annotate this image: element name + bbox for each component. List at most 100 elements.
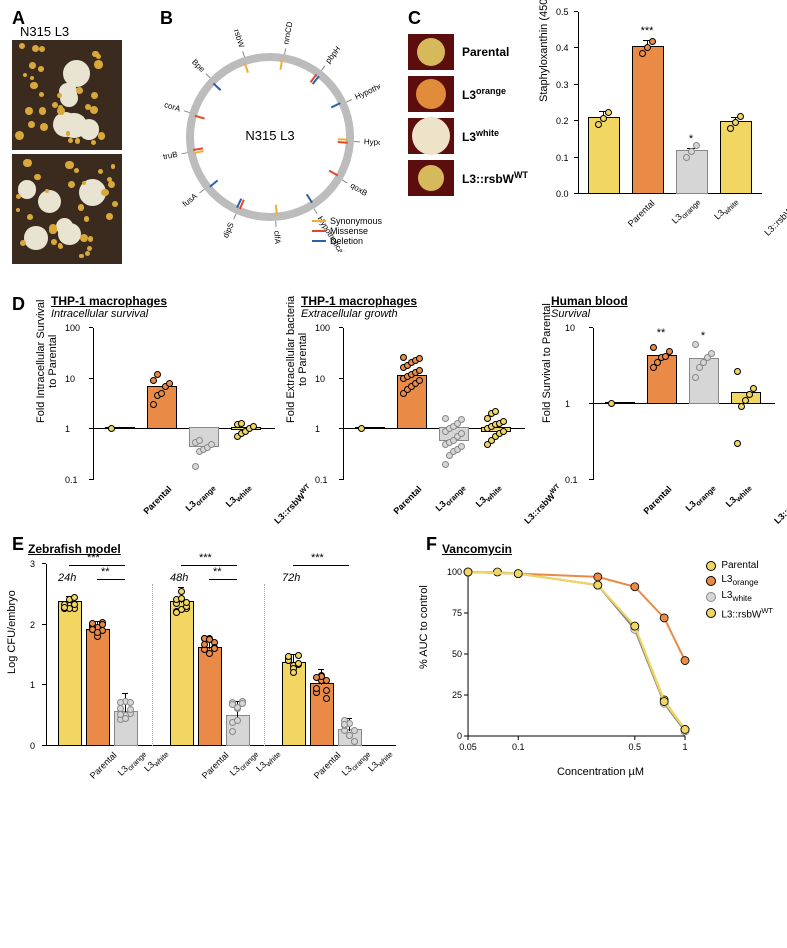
colony-label: Parental [462, 45, 509, 59]
y-tick: 0.5 [556, 7, 569, 17]
x-tick-label: Parental [200, 750, 231, 781]
colony-white [38, 190, 61, 213]
timepoint-label: 72h [282, 572, 300, 584]
panel-d-sub: THP-1 macrophagesExtracellular growth0.1… [301, 294, 525, 508]
x-tick-label: L3white [474, 481, 504, 511]
data-point [290, 669, 297, 676]
bar [588, 117, 620, 194]
data-point [416, 377, 423, 384]
significance: *** [311, 552, 324, 564]
panel-ef-row: E Zebrafish model Log CFU/embryo 012324h… [12, 538, 775, 774]
panel-e-label: E [12, 534, 24, 555]
colony-orange [40, 123, 48, 131]
x-tick-label: L3orange [683, 481, 717, 515]
panel-b-label: B [160, 8, 173, 29]
data-point [458, 443, 465, 450]
y-tick: 0.0 [556, 189, 569, 199]
colony-orange [57, 93, 63, 99]
y-tick: 0 [30, 741, 35, 751]
plot-subtitle: Extracellular growth [301, 308, 525, 320]
panel-b: B N315 L3 nrnCDpbpHHypothetical_00509Hyp… [160, 12, 390, 264]
x-tick-label: L3white [224, 481, 254, 511]
significance: *** [632, 25, 662, 37]
data-point [158, 390, 165, 397]
data-point [734, 440, 741, 447]
colony-orange [32, 45, 39, 52]
timepoint-label: 48h [170, 572, 188, 584]
colony-orange [49, 224, 57, 232]
svg-text:qoxB: qoxB [349, 181, 369, 198]
data-point [192, 463, 199, 470]
colony [412, 117, 450, 155]
svg-text:rsbW: rsbW [232, 28, 246, 49]
y-tick: 0.2 [556, 116, 569, 126]
data-point [738, 403, 745, 410]
data-point [727, 125, 734, 132]
y-label: Fold Survival to Parental [541, 303, 553, 423]
colony-swatch [408, 34, 454, 70]
colony-orange [15, 131, 24, 140]
y-tick: 0.1 [565, 475, 578, 485]
x-tick-label: L3white [724, 481, 754, 511]
svg-text:truB: truB [162, 150, 178, 162]
colony-orange [91, 140, 96, 145]
colony-orange [85, 251, 90, 256]
colony-orange [84, 216, 89, 221]
colony-swatch [408, 118, 454, 154]
data-point [323, 695, 330, 702]
svg-text:pbpH: pbpH [324, 44, 343, 65]
timepoint-label: 24h [58, 572, 76, 584]
svg-text:50: 50 [452, 649, 462, 659]
petri-bottom [12, 154, 122, 264]
colony-orange [111, 164, 115, 168]
bar [676, 150, 708, 194]
colony-label: L3white [462, 128, 499, 144]
svg-text:clfA: clfA [272, 230, 282, 245]
colony-orange [68, 138, 73, 143]
colony-orange [108, 181, 115, 188]
data-point [649, 38, 656, 45]
y-tick: 3 [30, 559, 35, 569]
data-point [416, 355, 423, 362]
significance: * [676, 133, 706, 145]
colony-orange [88, 236, 93, 241]
panel-a-title: N315 L3 [20, 24, 69, 39]
bar [86, 629, 110, 746]
colony-swatch [408, 76, 454, 112]
svg-text:corA: corA [163, 100, 182, 114]
data-point [238, 420, 245, 427]
x-tick-label: L3white [142, 747, 171, 776]
significance: * [689, 330, 717, 342]
panel-e-ylabel: Log CFU/embryo [6, 590, 18, 674]
data-point [229, 701, 236, 708]
y-tick: 0.1 [556, 153, 569, 163]
colony-swatch [408, 160, 454, 196]
panel-c-barplot: Staphyloxanthin (450nm) 0.00.10.20.30.40… [542, 12, 762, 222]
x-tick-label: L3white [366, 747, 395, 776]
data-point [201, 641, 208, 648]
x-tick-label: Parental [312, 750, 343, 781]
y-tick: 1 [565, 399, 570, 409]
data-point [358, 425, 365, 432]
colony-orange [68, 181, 75, 188]
colony-orange [87, 246, 92, 251]
y-label: Fold Extracellular bacteriato Parental [285, 296, 309, 423]
data-point [442, 415, 449, 422]
colony-orange [98, 132, 106, 140]
colony-orange [19, 43, 25, 49]
svg-text:0.1: 0.1 [512, 742, 525, 752]
significance: ** [101, 566, 110, 578]
bar [632, 46, 664, 194]
significance: ** [213, 566, 222, 578]
colony-orange [30, 76, 35, 81]
data-point [442, 461, 449, 468]
x-tick-label: L3white [254, 747, 283, 776]
colony-orange [79, 254, 83, 258]
colony-orange [23, 73, 27, 77]
svg-text:75: 75 [452, 608, 462, 618]
x-tick-label: Parental [391, 484, 423, 516]
svg-text:0.05: 0.05 [459, 742, 477, 752]
colony-orange [96, 54, 101, 59]
colony-label: L3::rsbWWT [462, 170, 528, 186]
colony-orange [112, 201, 119, 208]
